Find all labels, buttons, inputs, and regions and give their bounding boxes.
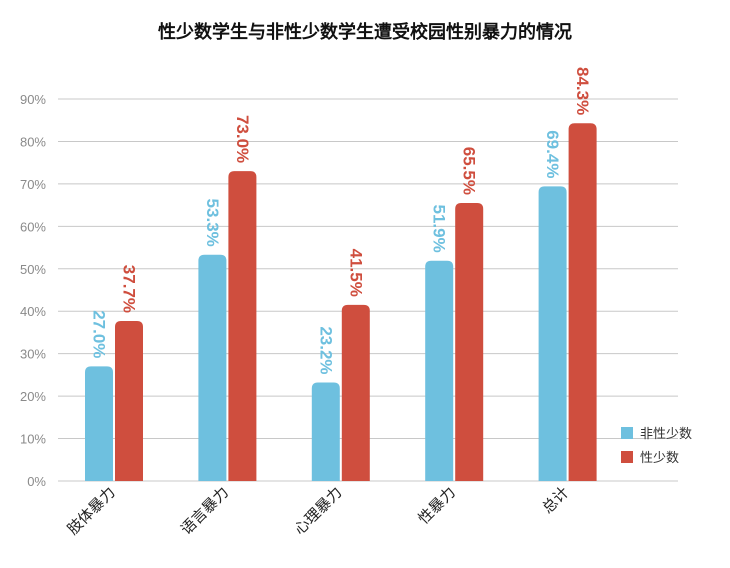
x-tick-label: 语言暴力 [177, 483, 232, 538]
y-tick-label: 0% [27, 474, 46, 489]
bars [85, 123, 597, 482]
bar-minority [115, 320, 143, 481]
bar-non-minority [198, 254, 227, 481]
x-tick-label: 心理暴力 [290, 483, 345, 538]
data-label: 65.5% [460, 147, 479, 195]
data-label: 23.2% [316, 326, 335, 374]
bar-non-minority [311, 382, 340, 481]
data-label: 27.0% [90, 310, 109, 358]
legend-swatch [621, 451, 633, 463]
data-label: 69.4% [543, 130, 562, 178]
bar-non-minority [538, 186, 567, 482]
bar-non-minority [425, 260, 454, 481]
y-axis-ticks: 0% 10% 20% 30% 40% 50% 60% 70% 80% 90% [20, 92, 46, 489]
data-label: 84.3% [573, 67, 592, 115]
y-tick-label: 60% [20, 219, 46, 234]
data-labels: 27.0% 37.7% 53.3% 73.0% 23.2% 41.5% 51.9% 65.5%… [90, 67, 593, 375]
bar-minority [568, 123, 597, 482]
data-label: 53.3% [203, 199, 222, 247]
y-tick-label: 90% [20, 92, 46, 107]
legend-label: 非性少数 [640, 427, 692, 442]
y-tick-label: 30% [20, 347, 46, 362]
y-tick-label: 80% [20, 134, 46, 149]
bar-minority [455, 202, 484, 481]
data-label: 51.9% [430, 205, 449, 253]
y-tick-label: 20% [20, 389, 46, 404]
bar-minority [341, 304, 370, 481]
x-axis-ticks: 肢体暴力 语言暴力 心理暴力 性暴力 总计 [64, 483, 573, 538]
x-tick-label: 肢体暴力 [64, 483, 119, 538]
data-label: 41.5% [346, 249, 365, 297]
x-tick-label: 总计 [538, 483, 572, 517]
bar-non-minority [85, 366, 113, 481]
y-tick-label: 50% [20, 262, 46, 277]
legend-swatch [621, 427, 633, 439]
bar-minority [228, 171, 257, 481]
y-tick-label: 40% [20, 304, 46, 319]
legend-label: 性少数 [640, 451, 679, 466]
y-tick-label: 70% [20, 177, 46, 192]
data-label: 73.0% [233, 115, 252, 163]
y-tick-label: 10% [20, 432, 46, 447]
chart-title: 性少数学生与非性少数学生遭受校园性别暴力的情况 [158, 21, 572, 43]
x-tick-label: 性暴力 [414, 483, 459, 528]
data-label: 37.7% [120, 265, 139, 313]
